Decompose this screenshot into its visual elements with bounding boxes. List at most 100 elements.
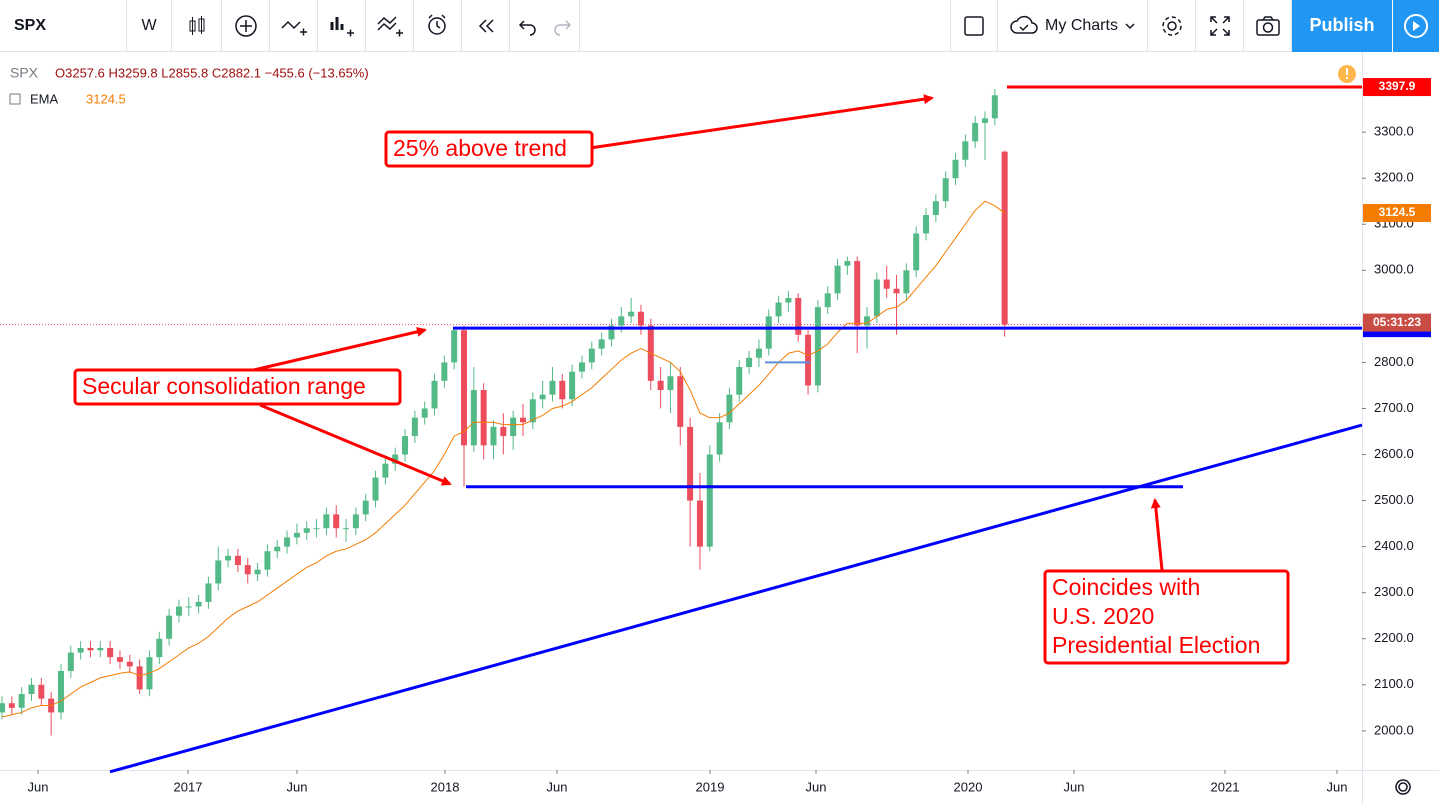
settings-button[interactable] (1148, 0, 1196, 52)
candle-body (942, 178, 949, 202)
candle-body (284, 537, 291, 547)
chart-type-button[interactable] (172, 0, 222, 52)
icon (518, 19, 536, 36)
candle-body (529, 399, 536, 423)
candle-body (982, 118, 988, 123)
axis-settings[interactable] (1395, 779, 1411, 795)
x-tick-label: Jun (28, 779, 49, 794)
candle-body (687, 426, 694, 501)
icon (1209, 15, 1230, 36)
interval-button[interactable]: W (127, 0, 172, 52)
candle-body (618, 316, 625, 326)
y-tick-label: 2400.0 (1374, 538, 1414, 553)
candle-body (38, 684, 45, 699)
candle-body (215, 560, 222, 584)
legend-indicator: EMA (30, 91, 59, 106)
candle-body (195, 601, 202, 607)
price-tag: 3124.5 (1379, 205, 1416, 219)
candle-body (97, 647, 104, 651)
chart: SPX O3257.6 H3259.8 L2855.8 C2882.1 −455… (0, 52, 1439, 804)
candle-body (913, 233, 920, 271)
icon (427, 13, 446, 35)
candle-body (667, 376, 674, 391)
candle-body (244, 565, 251, 575)
x-tick-label: Jun (806, 779, 827, 794)
x-tick-label: 2017 (174, 779, 203, 794)
candle-body (785, 297, 792, 303)
icon (1404, 13, 1428, 38)
candle-body (333, 514, 340, 529)
candle-body (77, 647, 84, 653)
candle-body (411, 417, 418, 437)
candle-body (116, 657, 123, 662)
candle-body (136, 666, 143, 690)
candle-body (578, 362, 585, 372)
templates-button[interactable] (318, 0, 366, 52)
symbol-button[interactable]: SPX (0, 0, 127, 52)
x-tick-label: Jun (287, 779, 308, 794)
y-tick-label: 3000.0 (1374, 262, 1414, 277)
compare-button[interactable] (222, 0, 270, 52)
replay-button[interactable] (462, 0, 510, 52)
candle-body (225, 555, 232, 561)
price-tag-bg (1363, 78, 1431, 97)
y-tick-label: 2700.0 (1374, 400, 1414, 415)
icon (1161, 15, 1182, 36)
candle-body (805, 334, 812, 386)
icon (1255, 15, 1280, 36)
icon (330, 16, 354, 36)
candle-body (775, 302, 782, 317)
trend-line (109, 423, 1363, 774)
candle-body (932, 201, 939, 216)
candle-body (372, 477, 379, 501)
candle-body (736, 367, 743, 395)
annotation-text: 25% above trend (393, 135, 567, 161)
y-tick-label: 2200.0 (1374, 630, 1414, 645)
undo-button[interactable] (510, 0, 545, 52)
x-tick-label: Jun (1327, 779, 1348, 794)
candle-body (402, 436, 409, 455)
candle-body (795, 297, 802, 335)
plot-area (0, 85, 1363, 774)
candle-body (0, 703, 5, 713)
candle-body (844, 261, 851, 266)
fullscreen-button[interactable] (1196, 0, 1244, 52)
icon (964, 15, 984, 36)
candle-body (293, 532, 300, 538)
candle-body (962, 141, 969, 160)
candle-body (588, 348, 595, 363)
candle-body (205, 583, 212, 602)
y-tick-label: 2600.0 (1374, 446, 1414, 461)
financials-button[interactable] (366, 0, 414, 52)
candle-body (923, 215, 930, 234)
redo-button[interactable] (545, 0, 580, 52)
legend-toggle[interactable] (9, 93, 21, 105)
candle-body (854, 261, 861, 326)
stream-button[interactable] (1393, 0, 1439, 52)
indicators-button[interactable] (270, 0, 318, 52)
alert-button[interactable] (414, 0, 462, 52)
candle-body (893, 288, 900, 294)
publish-button[interactable]: Publish (1292, 0, 1393, 52)
candle-body (510, 417, 517, 437)
toolbar: SPX W My Charts Publish (0, 0, 1439, 52)
x-tick-label: 2019 (696, 779, 725, 794)
candle-body (637, 311, 644, 326)
candle-body (716, 422, 723, 455)
candle-body (57, 670, 64, 713)
candle-body (864, 316, 871, 326)
candle-body (873, 279, 880, 317)
candle-body (834, 265, 841, 294)
layout-button[interactable] (950, 0, 998, 52)
annotation-text: U.S. 2020 (1052, 603, 1154, 629)
price-tag-bg (1363, 203, 1431, 222)
ema-line (1, 200, 1005, 718)
icon (234, 14, 257, 37)
candle-body (185, 606, 192, 608)
y-tick-label: 2300.0 (1374, 584, 1414, 599)
my-charts-button[interactable]: My Charts (998, 0, 1148, 52)
countdown-tag: 05:31:23 (1373, 315, 1421, 329)
snapshot-button[interactable] (1244, 0, 1292, 52)
candle-body (175, 606, 182, 616)
